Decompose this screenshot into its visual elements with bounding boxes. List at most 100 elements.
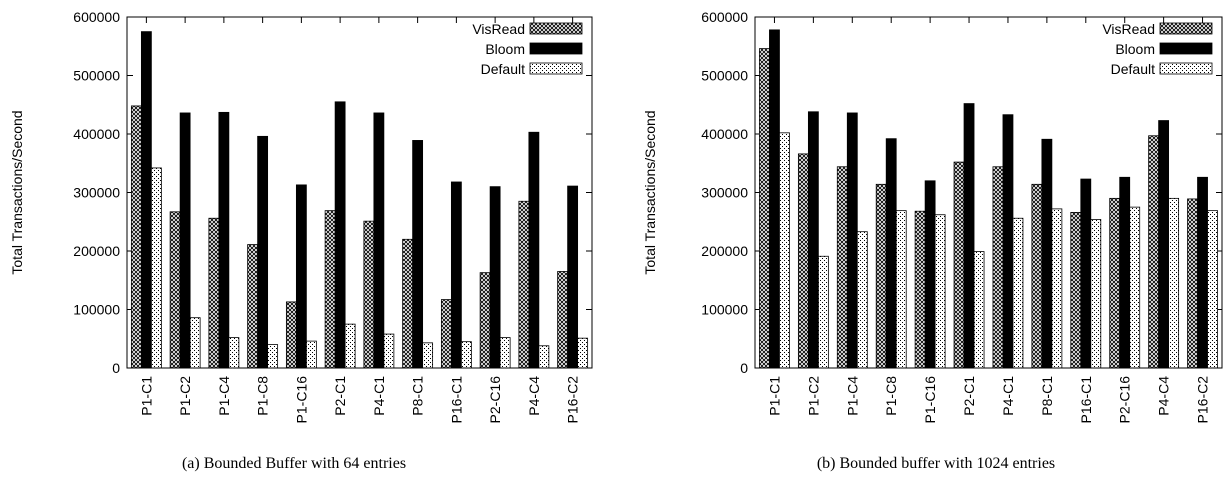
legend-label-default: Default bbox=[481, 61, 525, 77]
bar-visread-p4-c4 bbox=[519, 201, 529, 368]
y-tick-label: 400000 bbox=[73, 126, 120, 142]
x-tick-label: P8-C1 bbox=[410, 376, 426, 416]
bar-default-p16-c2 bbox=[578, 338, 588, 368]
bar-bloom-p16-c2 bbox=[568, 186, 578, 368]
bar-bloom-p1-c8 bbox=[886, 139, 896, 368]
bar-default-p2-c1 bbox=[345, 324, 355, 368]
bar-visread-p16-c2 bbox=[1188, 199, 1198, 368]
y-tick-label: 200000 bbox=[701, 243, 748, 259]
bar-visread-p2-c1 bbox=[325, 211, 335, 368]
bar-default-p4-c1 bbox=[384, 334, 394, 368]
legend-swatch-bloom bbox=[530, 43, 582, 54]
x-tick-label: P4-C4 bbox=[1156, 376, 1172, 416]
bar-default-p8-c1 bbox=[1052, 209, 1062, 368]
bar-bloom-p4-c1 bbox=[374, 113, 384, 368]
y-tick-label: 600000 bbox=[73, 9, 120, 25]
bar-visread-p4-c1 bbox=[364, 221, 374, 368]
legend-swatch-bloom bbox=[1160, 43, 1212, 54]
x-tick-label: P8-C1 bbox=[1039, 376, 1055, 416]
bar-default-p4-c4 bbox=[539, 346, 549, 368]
x-tick-label: P1-C4 bbox=[216, 376, 232, 416]
bar-visread-p1-c8 bbox=[876, 184, 886, 368]
bar-bloom-p1-c16 bbox=[296, 185, 306, 368]
bar-bloom-p2-c16 bbox=[490, 187, 500, 368]
legend: VisRead Bloom Default bbox=[1102, 21, 1212, 77]
bar-visread-p1-c8 bbox=[248, 245, 258, 368]
bar-default-p16-c1 bbox=[461, 342, 471, 368]
bar-default-p1-c4 bbox=[229, 338, 239, 368]
bar-bloom-p1-c2 bbox=[180, 113, 190, 368]
bar-visread-p8-c1 bbox=[403, 239, 413, 368]
bar-bloom-p1-c2 bbox=[808, 112, 818, 368]
bar-default-p1-c4 bbox=[857, 232, 867, 368]
bar-visread-p1-c1 bbox=[759, 49, 769, 368]
bar-default-p1-c16 bbox=[935, 215, 945, 368]
bar-visread-p2-c16 bbox=[480, 273, 490, 368]
legend-swatch-visread bbox=[1160, 23, 1212, 34]
bar-default-p1-c8 bbox=[896, 211, 906, 368]
bar-default-p1-c2 bbox=[190, 318, 200, 368]
bar-bloom-p2-c1 bbox=[964, 104, 974, 368]
bar-default-p2-c1 bbox=[974, 252, 984, 368]
legend-swatch-default bbox=[1160, 63, 1212, 74]
bar-bloom-p1-c4 bbox=[219, 112, 229, 368]
bar-visread-p1-c16 bbox=[286, 302, 296, 368]
x-tick-label: P16-C1 bbox=[448, 376, 464, 424]
bar-visread-p1-c1 bbox=[131, 106, 141, 368]
legend-swatch-visread bbox=[530, 23, 582, 34]
x-tick-label: P16-C1 bbox=[1078, 376, 1094, 424]
x-tick-label: P1-C16 bbox=[293, 376, 309, 424]
y-tick-label: 200000 bbox=[73, 243, 120, 259]
y-tick-label: 500000 bbox=[701, 68, 748, 84]
bar-default-p4-c4 bbox=[1169, 198, 1179, 368]
x-tick-label: P4-C4 bbox=[526, 376, 542, 416]
bar-bloom-p16-c1 bbox=[451, 182, 461, 368]
y-tick-label: 300000 bbox=[701, 185, 748, 201]
legend: VisRead Bloom Default bbox=[472, 21, 582, 77]
chart-panel-b: 0 100000 200000 300000 400000 500000 600000 P1-… bbox=[642, 9, 1222, 472]
x-tick-label: P2-C1 bbox=[961, 376, 977, 416]
bar-visread-p4-c4 bbox=[1149, 136, 1159, 368]
bar-visread-p16-c1 bbox=[441, 300, 451, 368]
x-tick-label: P1-C1 bbox=[138, 376, 154, 416]
bar-visread-p16-c1 bbox=[1071, 212, 1081, 368]
legend-swatch-default bbox=[530, 63, 582, 74]
bar-bloom-p2-c16 bbox=[1120, 177, 1130, 368]
bar-default-p1-c8 bbox=[268, 345, 278, 368]
x-tick-label: P1-C2 bbox=[805, 376, 821, 416]
y-tick-label: 100000 bbox=[73, 302, 120, 318]
legend-label-visread: VisRead bbox=[472, 21, 525, 37]
x-tick-label: P1-C1 bbox=[766, 376, 782, 416]
bar-visread-p1-c2 bbox=[170, 212, 180, 368]
x-tick-label: P2-C1 bbox=[332, 376, 348, 416]
bar-default-p2-c16 bbox=[1130, 207, 1140, 368]
bar-default-p16-c1 bbox=[1091, 219, 1101, 368]
bar-bloom-p1-c1 bbox=[769, 30, 779, 368]
y-tick-label: 400000 bbox=[701, 126, 748, 142]
bar-default-p16-c2 bbox=[1208, 211, 1218, 368]
figure-caption: (b) Bounded buffer with 1024 entries bbox=[817, 455, 1055, 472]
y-tick-label: 300000 bbox=[73, 185, 120, 201]
x-tick-label: P1-C8 bbox=[255, 376, 271, 416]
bar-bloom-p8-c1 bbox=[1042, 139, 1052, 368]
x-tick-label: P1-C8 bbox=[883, 376, 899, 416]
bar-visread-p1-c16 bbox=[915, 211, 925, 368]
x-tick-label: P1-C4 bbox=[844, 376, 860, 416]
bar-default-p1-c16 bbox=[306, 341, 316, 368]
legend-label-default: Default bbox=[1111, 61, 1155, 77]
y-tick-label: 0 bbox=[112, 360, 120, 376]
bar-bloom-p4-c4 bbox=[1159, 121, 1169, 368]
y-tick-label: 500000 bbox=[73, 68, 120, 84]
y-tick-label: 0 bbox=[740, 360, 748, 376]
legend-label-bloom: Bloom bbox=[485, 41, 525, 57]
bar-bloom-p4-c1 bbox=[1003, 115, 1013, 368]
bar-bloom-p8-c1 bbox=[413, 140, 423, 368]
bar-default-p4-c1 bbox=[1013, 218, 1023, 368]
x-tick-label: P4-C1 bbox=[371, 376, 387, 416]
y-tick-label: 600000 bbox=[701, 9, 748, 25]
bar-bloom-p1-c8 bbox=[258, 136, 268, 368]
x-tick-label: P16-C2 bbox=[1195, 376, 1211, 424]
bar-default-p8-c1 bbox=[423, 343, 433, 368]
figure-caption: (a) Bounded Buffer with 64 entries bbox=[182, 455, 406, 472]
